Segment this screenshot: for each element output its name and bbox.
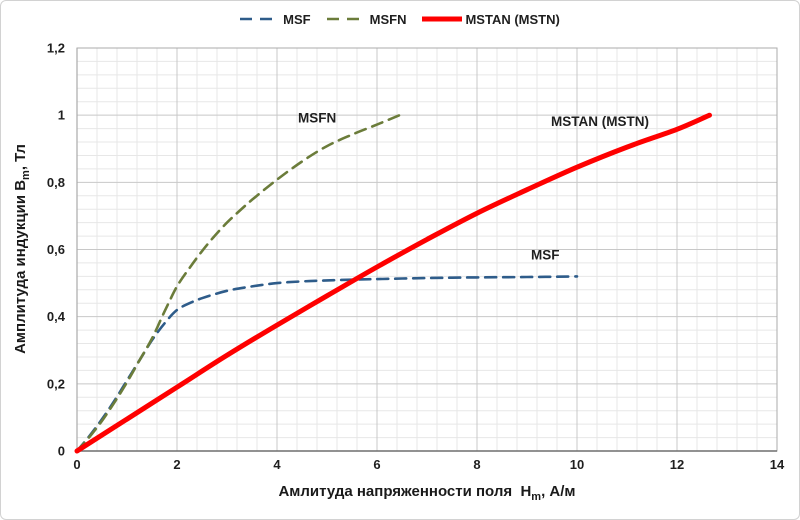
legend-label: MSF	[283, 11, 311, 27]
x-tick-label: 14	[770, 457, 785, 472]
y-tick-label: 0,6	[47, 242, 65, 257]
x-tick-labels: 0 2 4 6 8 10 12 14	[73, 457, 785, 472]
y-tick-label: 0,8	[47, 175, 65, 190]
y-axis-title: Амплитуда индукции Bm, Тл	[12, 144, 32, 354]
x-tick-label: 8	[473, 457, 480, 472]
curve-label-msfn: MSFN	[298, 111, 336, 126]
legend-marker	[326, 17, 367, 21]
legend-label: MSTAN (MSTN)	[465, 11, 560, 27]
y-tick-label: 0,2	[47, 376, 65, 391]
x-axis-title: Амлитуда напряженности поля Hm, А/м	[278, 483, 576, 503]
x-tick-label: 4	[273, 457, 281, 472]
x-tick-label: 0	[73, 457, 80, 472]
x-tick-label: 6	[373, 457, 380, 472]
chart-legend: MSF MSFN MSTAN (MSTN)	[1, 7, 799, 31]
y-tick-label: 1	[58, 108, 65, 123]
legend-marker	[240, 17, 281, 21]
legend-item-msfn: MSFN	[326, 11, 407, 27]
legend-item-msf: MSF	[240, 11, 311, 27]
series-line-msf	[75, 275, 579, 453]
legend-label: MSFN	[369, 11, 407, 27]
y-tick-label: 1,2	[47, 41, 65, 56]
series-line-msfn	[75, 113, 401, 453]
x-tick-label: 2	[173, 457, 180, 472]
series-line-mstan-mstn	[74, 112, 712, 454]
gridlines-major	[77, 48, 777, 451]
legend-marker	[422, 16, 463, 22]
y-tick-labels: 0 0,2 0,4 0,6 0,8 1 1,2	[47, 41, 66, 459]
curve-label-mstan-mstn: MSTAN (MSTN)	[551, 114, 649, 129]
curve-label-msf: MSF	[531, 248, 560, 263]
legend-item-mstan-mstn: MSTAN (MSTN)	[422, 11, 560, 27]
y-tick-label: 0	[58, 444, 65, 459]
x-tick-label: 10	[570, 457, 584, 472]
x-tick-label: 12	[670, 457, 684, 472]
y-tick-label: 0,4	[47, 309, 66, 324]
